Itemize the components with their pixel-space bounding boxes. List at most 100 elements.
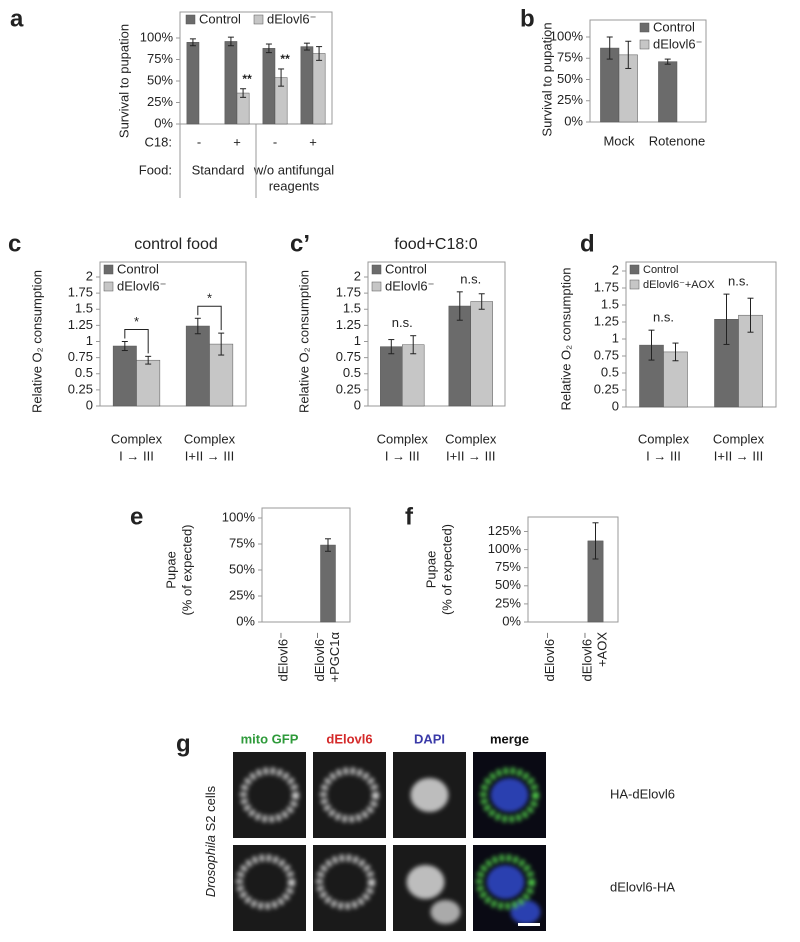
y-tick-label: 2 [612, 262, 619, 277]
y-axis-label: Relative O₂ consumption [296, 270, 311, 413]
y-axis-label: Relative O₂ consumption [558, 267, 573, 410]
legend-label: Control [117, 261, 159, 276]
bar [658, 61, 678, 123]
column-header: merge [490, 731, 529, 746]
chart-title: food+C18:0 [394, 236, 477, 253]
x-tick-label: dElovl6⁻ [312, 632, 327, 682]
annotation: ** [280, 52, 290, 66]
y-tick-label: 0.5 [601, 364, 619, 379]
panel-label: b [520, 5, 535, 32]
cell-signal [236, 854, 295, 910]
x-tick-label: Complex [184, 431, 236, 446]
y-tick-label: 0.75 [68, 349, 93, 364]
y-axis-label: Pupae [163, 551, 178, 589]
cell-signal [320, 767, 379, 823]
y-tick-label: 1 [86, 333, 93, 348]
y-tick-label: 0 [612, 398, 619, 413]
significance-bracket [197, 305, 222, 331]
row-value: + [233, 134, 241, 149]
x-tick-label: Complex [713, 431, 765, 446]
x-tick-label: I+II → III [714, 448, 764, 463]
x-tick-label: I → III [385, 448, 420, 463]
x-tick-label: Rotenone [649, 133, 705, 148]
legend-label: dElovl6⁻+AOX [643, 279, 715, 291]
legend-swatch [639, 39, 650, 50]
y-tick-label: 1.75 [336, 285, 361, 300]
row-label: dElovl6-HA [610, 879, 675, 894]
significance-bracket [124, 329, 149, 354]
annotation: n.s. [653, 310, 674, 325]
chart-title: control food [134, 236, 218, 253]
y-tick-label: 1 [354, 333, 361, 348]
y-tick-label: 50% [229, 561, 255, 576]
annotation: * [134, 314, 139, 329]
y-tick-label: 0.25 [336, 381, 361, 396]
bar [262, 48, 276, 125]
y-tick-label: 0 [354, 397, 361, 412]
row-value: - [273, 134, 277, 149]
row-label: Food: [139, 162, 172, 177]
plot-frame [261, 507, 351, 623]
legend-label: Control [653, 19, 695, 34]
annotation: n.s. [460, 271, 481, 286]
panel-label: f [405, 503, 414, 530]
x-tick-label: Complex [445, 431, 497, 446]
side-label-part: S2 cells [203, 785, 218, 835]
plot-frame [367, 261, 506, 407]
panel-label: g [176, 730, 191, 757]
nucleus [410, 778, 449, 812]
y-axis-label: Relative O₂ consumption [29, 270, 44, 413]
y-axis-label: (% of expected) [179, 524, 194, 615]
bar [300, 46, 314, 125]
nucleus [406, 865, 445, 899]
x-tick-label: +AOX [594, 632, 609, 667]
legend-swatch [253, 14, 264, 25]
y-tick-label: 50% [557, 71, 583, 86]
y-tick-label: 1 [612, 330, 619, 345]
y-tick-label: 0% [154, 115, 173, 130]
plot-frame [99, 261, 247, 407]
bar [136, 359, 161, 407]
cell-signal [480, 767, 539, 823]
y-tick-label: 1.25 [68, 317, 93, 332]
legend-swatch [103, 281, 114, 292]
legend-label: dElovl6⁻ [385, 278, 435, 293]
side-label: Drosophila S2 cells [203, 785, 218, 897]
bar [470, 301, 493, 407]
legend-label: dElovl6⁻ [653, 36, 703, 51]
y-tick-label: 100% [222, 509, 256, 524]
legend-label: dElovl6⁻ [117, 278, 167, 293]
column-header: DAPI [414, 731, 445, 746]
row-label: HA-dElovl6 [610, 786, 675, 801]
legend-label: Control [385, 261, 427, 276]
x-tick-label: dElovl6⁻ [542, 632, 557, 682]
y-tick-label: 1.75 [68, 285, 93, 300]
y-tick-label: 1.75 [594, 279, 619, 294]
bar [185, 325, 210, 407]
y-tick-label: 2 [86, 268, 93, 283]
y-tick-label: 100% [140, 29, 174, 44]
y-tick-label: 75% [557, 50, 583, 65]
y-tick-label: 1.25 [594, 313, 619, 328]
row-value: w/o antifungal [253, 162, 334, 177]
bar [224, 41, 238, 125]
x-tick-label: Complex [111, 431, 163, 446]
scale-bar [518, 923, 540, 926]
legend-swatch [371, 264, 382, 275]
y-tick-label: 0.25 [594, 381, 619, 396]
column-header: dElovl6 [326, 731, 372, 746]
y-tick-label: 0.75 [336, 349, 361, 364]
x-tick-label: I → III [119, 448, 154, 463]
x-tick-label: dElovl6⁻ [275, 632, 290, 682]
row-value: Standard [192, 162, 245, 177]
x-tick-label: Mock [603, 133, 635, 148]
bar [320, 544, 336, 623]
annotation: n.s. [728, 274, 749, 289]
y-tick-label: 100% [550, 28, 584, 43]
row-value: + [309, 134, 317, 149]
x-tick-label: I+II → III [185, 448, 235, 463]
y-tick-label: 1.5 [343, 301, 361, 316]
y-tick-label: 25% [495, 595, 521, 610]
x-tick-label: I → III [646, 448, 681, 463]
